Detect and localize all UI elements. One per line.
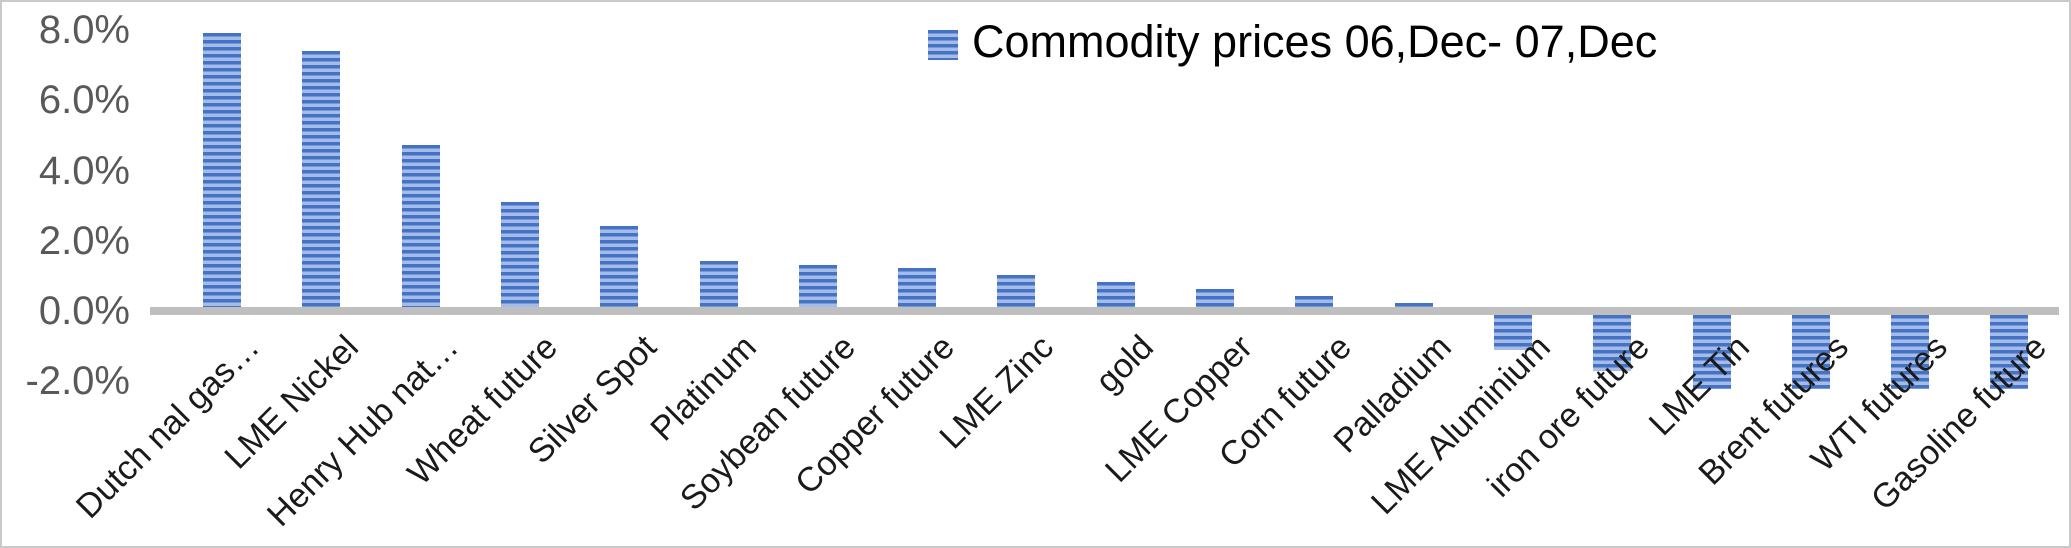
x-category-label: gold [1088, 328, 1161, 401]
y-tick-label: -2.0% [25, 359, 131, 404]
legend-series-marker-icon [928, 30, 958, 60]
y-tick-label: 2.0% [38, 218, 130, 263]
bar-negative [1693, 315, 1731, 389]
bar-positive [501, 201, 539, 307]
bar-positive [1097, 282, 1135, 307]
bar-positive [799, 264, 837, 307]
bar-negative [1891, 315, 1929, 389]
bar-positive [898, 268, 936, 307]
bar-negative [1792, 315, 1830, 389]
legend: Commodity prices 06,Dec- 07,Dec [928, 14, 1657, 70]
x-category-label: LME Aluminium [1363, 328, 1558, 522]
bar-negative [1494, 315, 1532, 351]
y-tick-label: 0.0% [38, 289, 130, 333]
bar-positive [1196, 289, 1234, 307]
legend-series-label: Commodity prices 06,Dec- 07,Dec [972, 16, 1658, 67]
bar-positive [203, 33, 241, 307]
x-category-label: Soybean future [672, 328, 863, 518]
bar-positive [997, 275, 1035, 307]
x-axis-zero-line [150, 307, 2059, 315]
bar-negative [1990, 315, 2028, 389]
bar-positive [600, 226, 638, 307]
bar-negative [1593, 315, 1631, 372]
bar-positive [1295, 296, 1333, 307]
bar-positive [302, 50, 340, 307]
bar-positive [1395, 303, 1433, 307]
y-tick-label: 4.0% [38, 148, 130, 193]
bar-positive [402, 145, 440, 307]
y-tick-label: 8.0% [38, 8, 130, 52]
y-tick-label: 6.0% [38, 78, 130, 123]
bar-positive [700, 261, 738, 307]
